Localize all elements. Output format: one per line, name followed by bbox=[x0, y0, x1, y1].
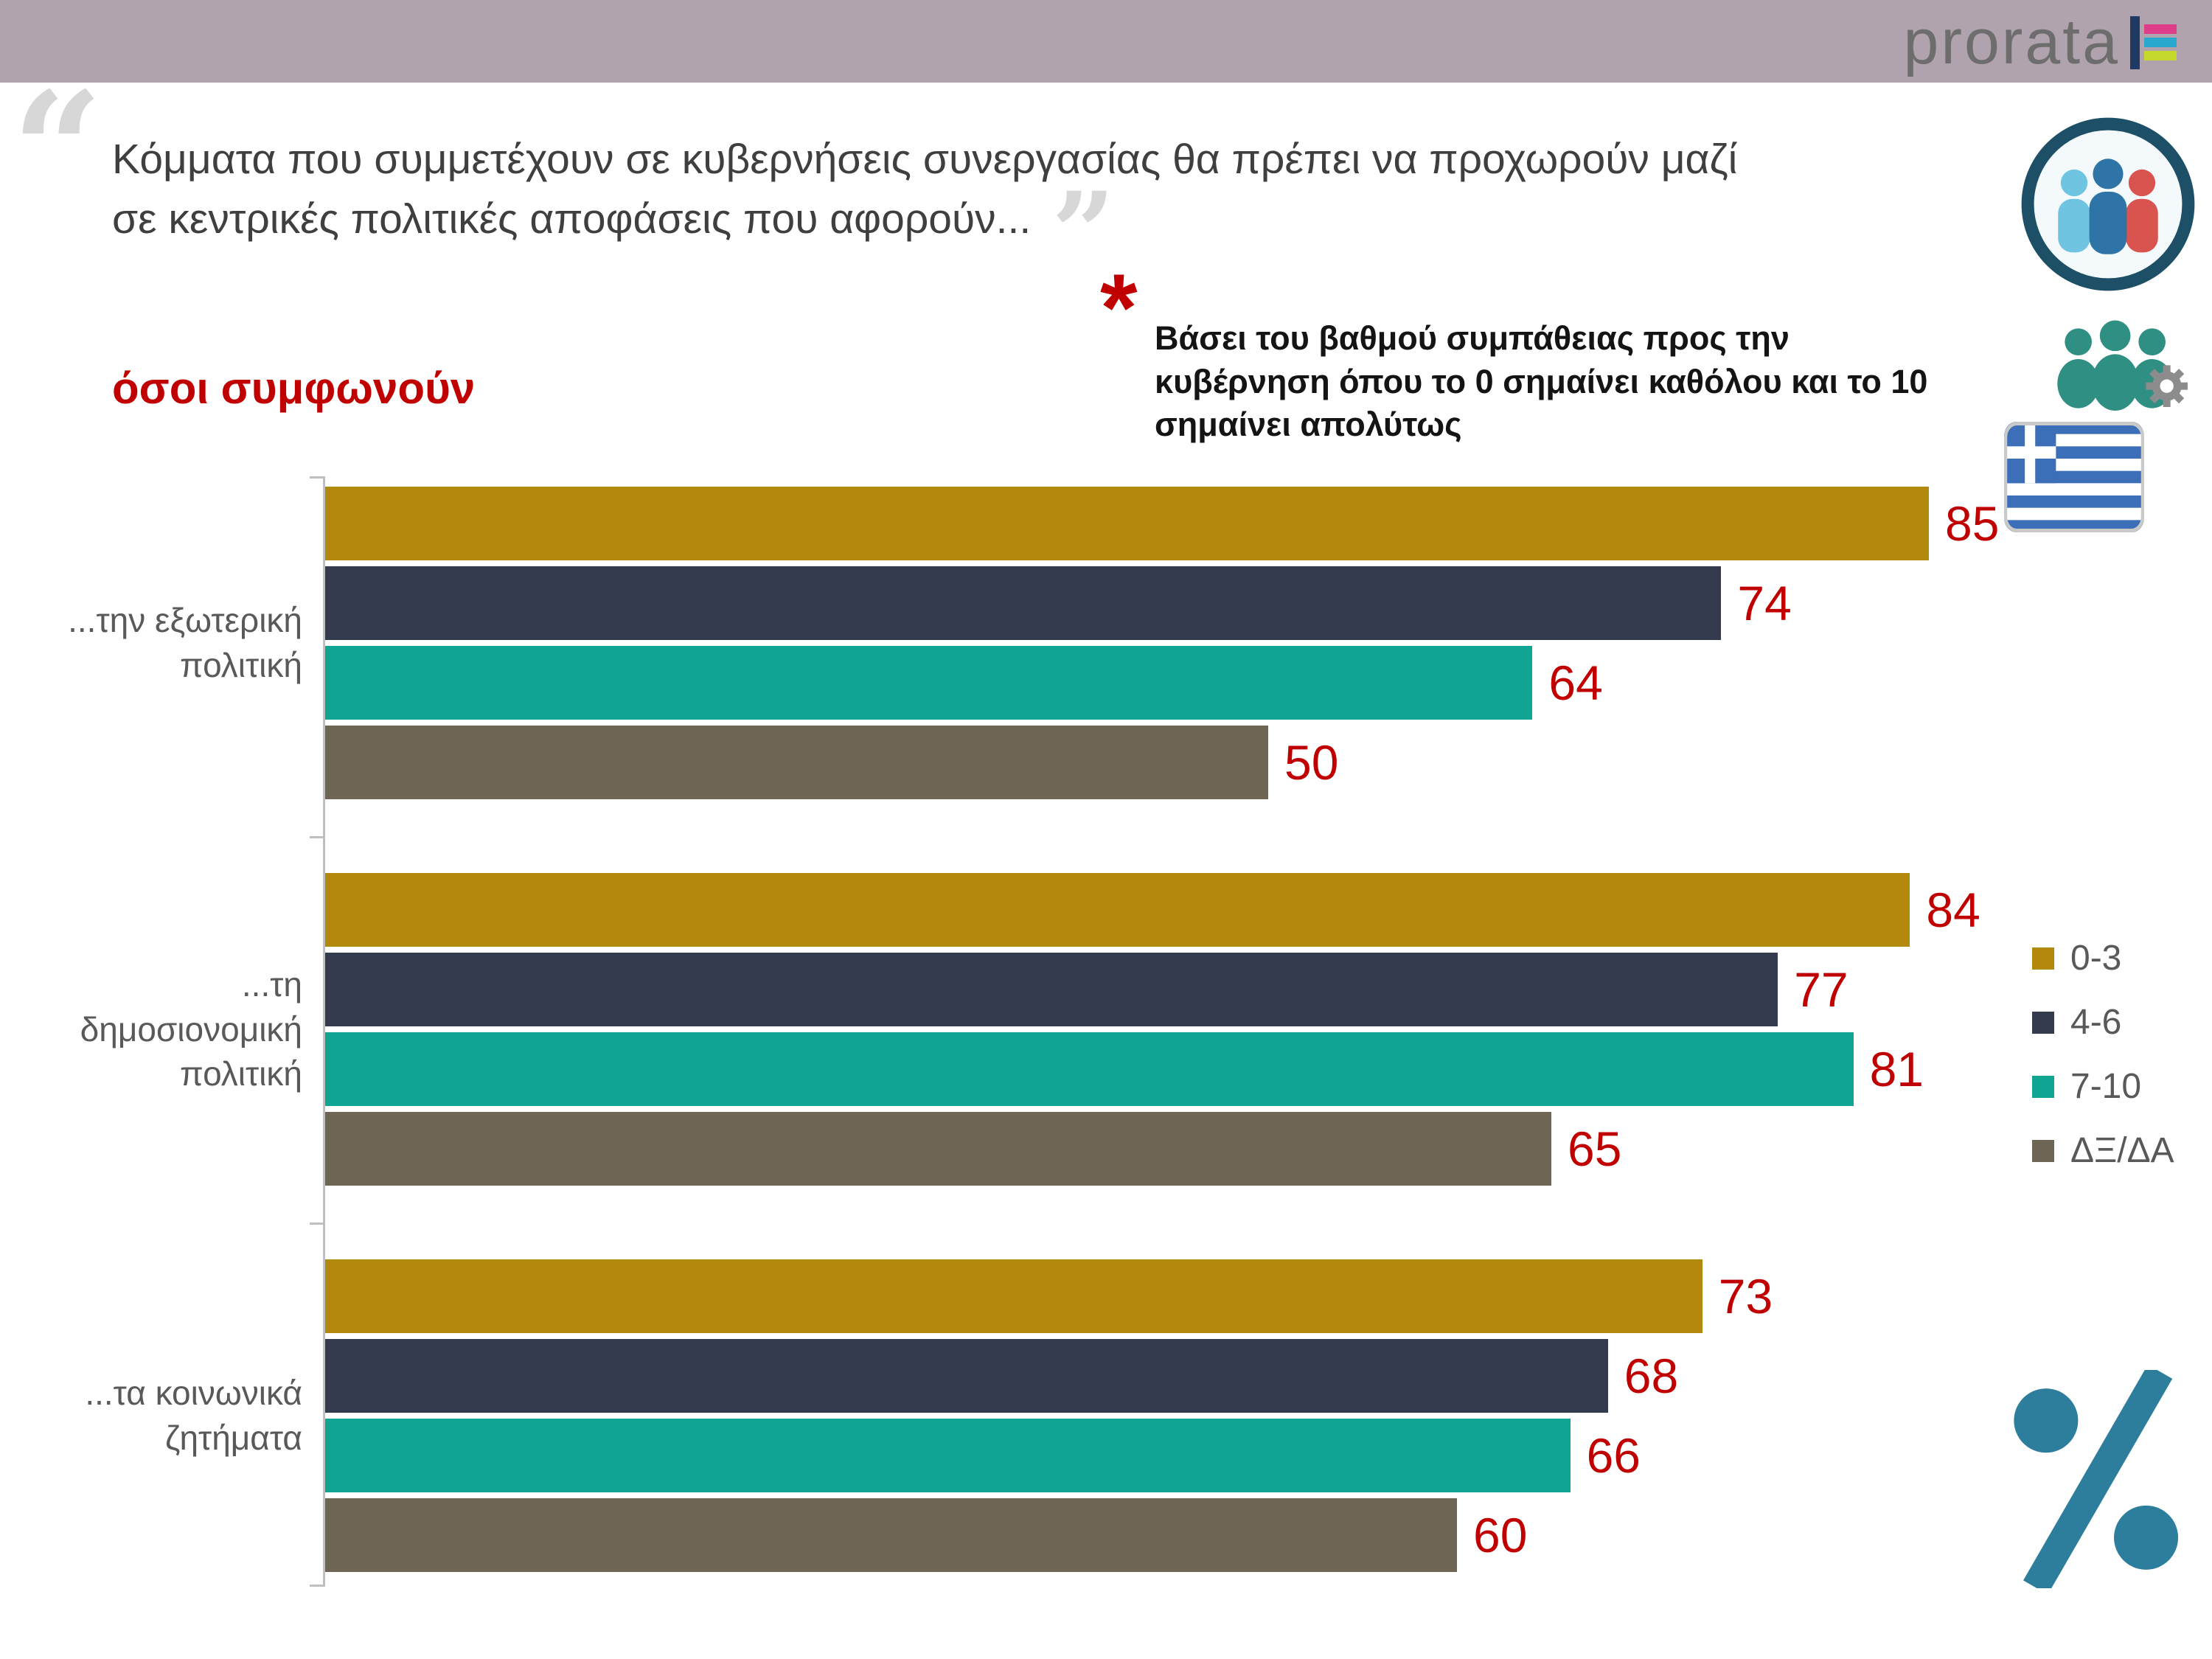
percent-icon bbox=[2003, 1370, 2191, 1588]
legend-item: 0-3 bbox=[2032, 938, 2174, 978]
bar-row: 68 bbox=[324, 1339, 1773, 1413]
bar-value-label: 65 bbox=[1568, 1121, 1622, 1176]
prorata-logo-mark-icon bbox=[2130, 15, 2177, 69]
bar-ΔΞ/ΔΑ bbox=[324, 1112, 1551, 1186]
axis-tick bbox=[310, 1585, 323, 1587]
logo-stripe-cyan bbox=[2144, 38, 2177, 47]
legend-item: 4-6 bbox=[2032, 1002, 2174, 1043]
bar-7-10 bbox=[324, 1032, 1854, 1106]
legend-swatch bbox=[2032, 1011, 2054, 1034]
bar-row: 64 bbox=[324, 646, 1999, 720]
bar-value-label: 50 bbox=[1284, 735, 1339, 790]
header-band: prorata bbox=[0, 0, 2212, 83]
category-label: ...τη δημοσιονομική πολιτική bbox=[80, 964, 302, 1093]
axis-tick bbox=[310, 1222, 323, 1225]
bar-row: 74 bbox=[324, 566, 1999, 640]
bar-value-label: 68 bbox=[1624, 1349, 1679, 1403]
bar-4-6 bbox=[324, 953, 1778, 1026]
bar-value-label: 64 bbox=[1548, 655, 1603, 710]
bar-4-6 bbox=[324, 1339, 1608, 1413]
bar-ΔΞ/ΔΑ bbox=[324, 1498, 1457, 1572]
footnote-text: Βάσει του βαθμού συμπάθειας προς την κυβ… bbox=[1155, 319, 1928, 443]
bar-row: 81 bbox=[324, 1032, 1980, 1106]
bar-stack: 85 74 64 50 bbox=[324, 487, 1999, 799]
bar-row: 85 bbox=[324, 487, 1999, 560]
legend-label: ΔΞ/ΔΑ bbox=[2070, 1131, 2174, 1170]
bar-4-6 bbox=[324, 566, 1722, 640]
axis-line bbox=[323, 476, 325, 1587]
bar-value-label: 60 bbox=[1473, 1508, 1528, 1562]
logo-vertical-bar bbox=[2130, 15, 2140, 69]
bar-row: 77 bbox=[324, 953, 1980, 1026]
prorata-logo-text: prorata bbox=[1903, 7, 2120, 77]
bar-value-label: 84 bbox=[1926, 883, 1980, 937]
open-quote-icon: “ bbox=[12, 57, 103, 243]
bar-stack: 73 68 66 60 bbox=[324, 1259, 1773, 1572]
axis-tick bbox=[310, 476, 323, 479]
legend-label: 7-10 bbox=[2070, 1067, 2142, 1106]
bar-7-10 bbox=[324, 646, 1533, 720]
bar-row: 50 bbox=[324, 726, 1999, 799]
bar-value-label: 73 bbox=[1718, 1269, 1773, 1324]
bar-row: 73 bbox=[324, 1259, 1773, 1333]
bar-value-label: 81 bbox=[1869, 1042, 1924, 1096]
greek-flag-icon bbox=[2004, 422, 2144, 532]
legend-item: 7-10 bbox=[2032, 1066, 2174, 1107]
bar-value-label: 66 bbox=[1586, 1428, 1641, 1483]
axis-tick bbox=[310, 836, 323, 838]
people-circle-icon bbox=[2019, 115, 2197, 293]
legend-swatch bbox=[2032, 947, 2054, 970]
bar-row: 60 bbox=[324, 1498, 1773, 1572]
chart-groups: ...την εξωτερική πολιτική 85 74 64 50 ...τη δ… bbox=[22, 487, 2028, 1572]
quote-line-2: σε κεντρικές πολιτικές αποφάσεις που αφο… bbox=[112, 195, 1032, 243]
bar-row: 84 bbox=[324, 873, 1980, 947]
category-label: ...την εξωτερική πολιτική bbox=[68, 601, 302, 684]
bar-value-label: 85 bbox=[1945, 496, 2000, 551]
logo-stripe-magenta bbox=[2144, 24, 2177, 34]
bar-0-3 bbox=[324, 487, 1929, 560]
legend-swatch bbox=[2032, 1075, 2054, 1098]
bar-row: 65 bbox=[324, 1112, 1980, 1186]
close-quote-icon: ” bbox=[1051, 167, 1116, 298]
bar-value-label: 74 bbox=[1737, 576, 1792, 630]
chart-group: ...τη δημοσιονομική πολιτική 84 77 81 65 bbox=[22, 873, 2028, 1186]
chart-group: ...την εξωτερική πολιτική 85 74 64 50 bbox=[22, 487, 2028, 799]
asterisk-icon: * bbox=[1100, 254, 1138, 361]
chart-group: ...τα κοινωνικά ζητήματα 73 68 66 60 bbox=[22, 1259, 2028, 1572]
category-label: ...τα κοινωνικά ζητήματα bbox=[85, 1374, 302, 1457]
bar-chart: ...την εξωτερική πολιτική 85 74 64 50 ...τη δ… bbox=[22, 476, 2028, 1646]
bar-0-3 bbox=[324, 873, 1910, 947]
bar-ΔΞ/ΔΑ bbox=[324, 726, 1268, 799]
legend: 0-3 4-6 7-10 ΔΞ/ΔΑ bbox=[2032, 938, 2174, 1194]
bar-7-10 bbox=[324, 1419, 1571, 1492]
bar-stack: 84 77 81 65 bbox=[324, 873, 1980, 1186]
quote-line-1: Κόμματα που συμμετέχουν σε κυβερνήσεις σ… bbox=[112, 136, 1738, 183]
legend-label: 4-6 bbox=[2070, 1003, 2122, 1042]
prorata-logo: prorata bbox=[1904, 6, 2177, 79]
team-gear-icon bbox=[2044, 317, 2191, 416]
legend-label: 0-3 bbox=[2070, 939, 2122, 978]
legend-swatch bbox=[2032, 1139, 2054, 1162]
chart-subtitle: όσοι συμφωνούν bbox=[112, 364, 476, 413]
bar-row: 66 bbox=[324, 1419, 1773, 1492]
bar-value-label: 77 bbox=[1794, 962, 1848, 1017]
logo-stripes bbox=[2144, 24, 2177, 60]
legend-item: ΔΞ/ΔΑ bbox=[2032, 1130, 2174, 1171]
quote-title: Κόμματα που συμμετέχουν σε κυβερνήσεις σ… bbox=[112, 130, 2000, 288]
logo-stripe-yellow bbox=[2144, 51, 2177, 60]
bar-0-3 bbox=[324, 1259, 1703, 1333]
